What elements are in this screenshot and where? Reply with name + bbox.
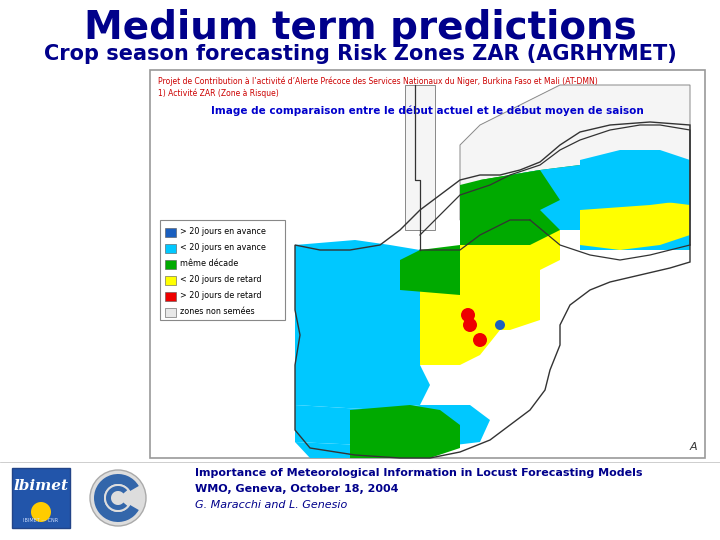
Circle shape [463, 318, 477, 332]
FancyBboxPatch shape [12, 468, 70, 528]
FancyBboxPatch shape [160, 220, 285, 320]
Text: > 20 jours de retard: > 20 jours de retard [180, 292, 261, 300]
Circle shape [461, 308, 475, 322]
Polygon shape [400, 245, 460, 295]
Text: 1) Activité ZAR (Zone à Risque): 1) Activité ZAR (Zone à Risque) [158, 89, 279, 98]
FancyBboxPatch shape [150, 70, 705, 458]
Text: lbimet: lbimet [14, 479, 68, 493]
Polygon shape [295, 240, 420, 300]
Wedge shape [106, 486, 127, 510]
Polygon shape [405, 85, 435, 230]
Polygon shape [580, 200, 690, 250]
Text: > 20 jours en avance: > 20 jours en avance [180, 227, 266, 237]
Polygon shape [580, 210, 690, 250]
Circle shape [104, 484, 132, 512]
Text: zones non semées: zones non semées [180, 307, 255, 316]
Polygon shape [350, 405, 460, 458]
FancyBboxPatch shape [165, 244, 176, 253]
Polygon shape [490, 165, 690, 230]
Text: WMO, Geneva, October 18, 2004: WMO, Geneva, October 18, 2004 [195, 484, 398, 494]
Polygon shape [460, 85, 690, 220]
Circle shape [495, 320, 505, 330]
Polygon shape [295, 285, 360, 325]
Text: Image de comparaison entre le début actuel et le début moyen de saison: Image de comparaison entre le début actu… [211, 105, 644, 116]
Text: Importance of Meteorological Information in Locust Forecasting Models: Importance of Meteorological Information… [195, 468, 642, 478]
Polygon shape [295, 290, 420, 365]
Polygon shape [420, 265, 540, 330]
Polygon shape [460, 205, 560, 245]
FancyBboxPatch shape [165, 276, 176, 285]
Text: A: A [690, 442, 698, 452]
Polygon shape [295, 405, 490, 448]
Circle shape [31, 502, 51, 522]
Text: G. Maracchi and L. Genesio: G. Maracchi and L. Genesio [195, 500, 347, 510]
FancyBboxPatch shape [165, 292, 176, 301]
Text: < 20 jours en avance: < 20 jours en avance [180, 244, 266, 253]
Wedge shape [94, 474, 139, 522]
FancyBboxPatch shape [165, 260, 176, 269]
Text: même décade: même décade [180, 260, 238, 268]
Circle shape [90, 470, 146, 526]
Polygon shape [580, 150, 690, 210]
Text: < 20 jours de retard: < 20 jours de retard [180, 275, 261, 285]
Text: Medium term predictions: Medium term predictions [84, 9, 636, 47]
FancyBboxPatch shape [165, 308, 176, 317]
Polygon shape [480, 170, 560, 210]
Polygon shape [295, 365, 430, 410]
Polygon shape [420, 330, 500, 365]
Text: IBIMET — CNR: IBIMET — CNR [24, 518, 58, 523]
Polygon shape [460, 230, 560, 270]
Polygon shape [460, 165, 690, 210]
Text: Projet de Contribution à l’activité d’Alerte Précoce des Services Nationaux du N: Projet de Contribution à l’activité d’Al… [158, 77, 598, 86]
FancyBboxPatch shape [165, 228, 176, 237]
Text: Crop season forecasting Risk Zones ZAR (AGRHYMET): Crop season forecasting Risk Zones ZAR (… [44, 44, 676, 64]
Circle shape [473, 333, 487, 347]
Polygon shape [295, 442, 430, 458]
